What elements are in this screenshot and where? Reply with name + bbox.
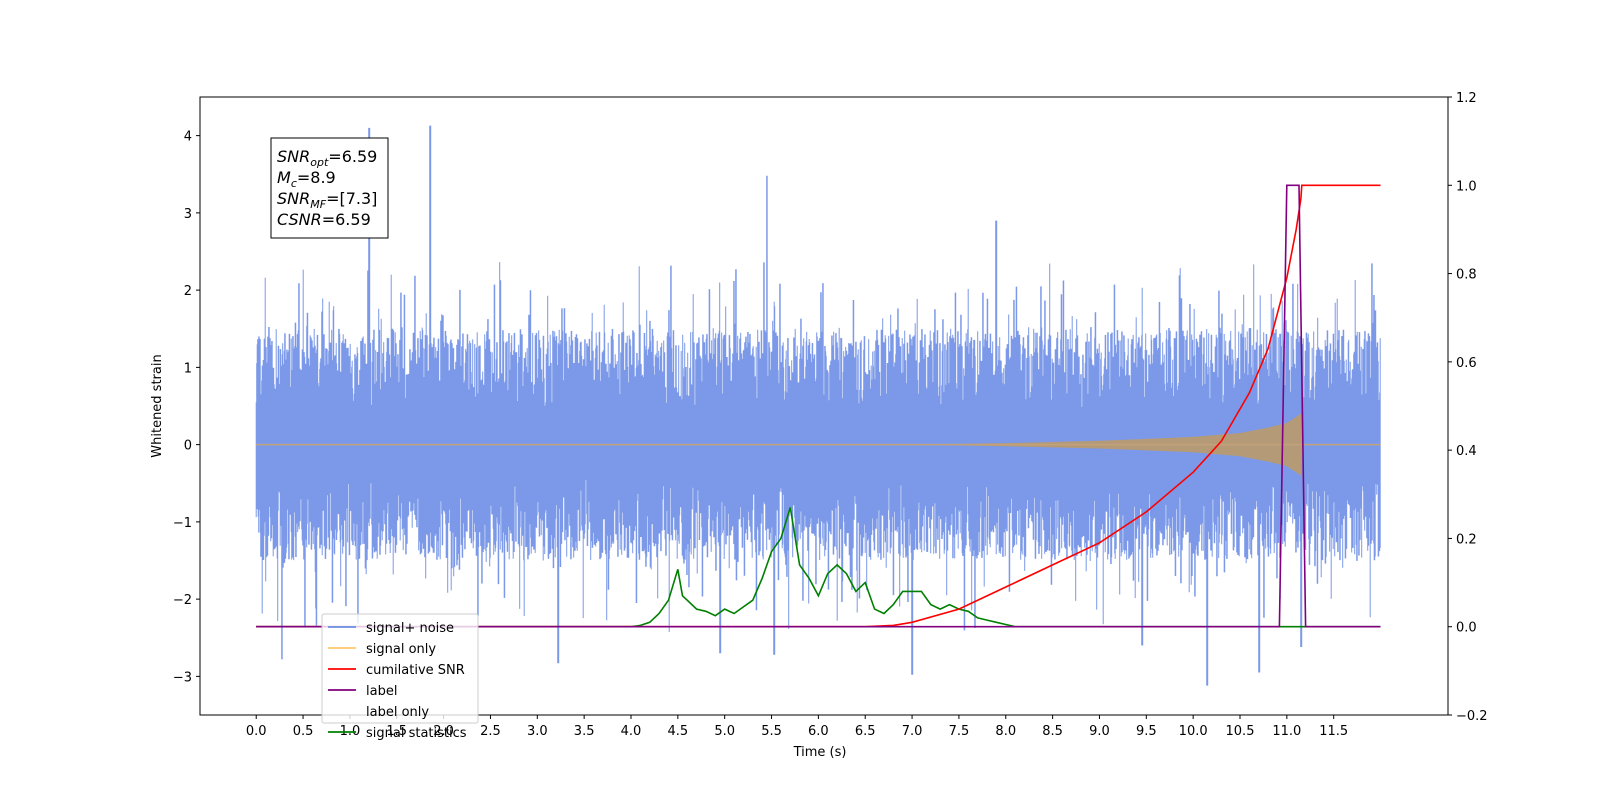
signal-noise-trace [255,125,1381,686]
x-tick-label: 2.5 [480,724,501,739]
x-axis-label: Time (s) [793,745,847,760]
y-tick-label-right: 0.4 [1456,444,1477,459]
legend-item: cumilative SNR [328,663,465,678]
x-tick-label: 5.5 [761,724,782,739]
legend-item: signal+ noise [328,621,454,636]
signal-noise-series [255,125,1381,686]
x-tick-label: 7.0 [902,724,923,739]
y-tick-label-left: −1 [173,516,192,531]
legend-label: label only [366,705,429,720]
legend: signal+ noise signal only cumilative SNR la… [321,613,479,741]
y-tick-label-right: 0.0 [1456,621,1477,636]
legend-label: signal only [366,642,436,657]
x-tick-label: 3.0 [527,724,548,739]
x-tick-label: 8.0 [995,724,1016,739]
annotation-line: Mc=8.9 [277,168,336,190]
signal-only-series [256,413,1381,476]
x-tick-label: 10.5 [1226,724,1255,739]
label-line [256,184,1381,628]
legend-item: label [328,684,397,699]
x-tick-label: 4.5 [667,724,688,739]
x-tick-label: 1.5 [386,724,407,739]
y-tick-label-right: 0.6 [1456,356,1477,371]
x-tick-label: 11.5 [1319,724,1348,739]
y-tick-label-left: −2 [173,593,192,608]
x-tick-label: 5.0 [714,724,735,739]
annotation-line: SNRMF=[7.3] [277,189,377,211]
x-tick-label: 0.0 [246,724,267,739]
x-tick-label: 4.0 [621,724,642,739]
y-tick-label-left: −3 [173,670,192,685]
annotation-line: CSNR=6.59 [277,210,371,229]
y-tick-label-left: 2 [184,284,192,299]
x-tick-label: 6.0 [808,724,829,739]
y-tick-label-right: 1.0 [1456,179,1477,194]
y-tick-label-right: 1.2 [1456,91,1477,106]
y-axis-label: Whitened strain [150,354,165,457]
x-tick-label: 8.5 [1042,724,1063,739]
x-tick-label: 9.0 [1089,724,1110,739]
y-tick-label-right: −0.2 [1456,709,1488,724]
legend-item: signal statistics [328,726,467,741]
x-tick-label: 3.5 [574,724,595,739]
legend-label: signal statistics [366,726,467,741]
x-tick-label: 10.0 [1179,724,1208,739]
x-tick-label: 11.0 [1272,724,1301,739]
plot-frame [199,96,1449,716]
legend-item: signal only [328,642,436,657]
y-tick-label-left: 4 [184,130,192,145]
annotation-line: SNRopt=6.59 [277,147,377,169]
y-tick-label-left: 1 [184,361,192,376]
x-tick-label: 9.5 [1136,724,1157,739]
y-tick-label-right: 0.2 [1456,532,1477,547]
legend-label: label [366,684,397,699]
cumulative-snr-line [256,184,1381,628]
x-tick-label: 6.5 [855,724,876,739]
y-tick-label-left: 0 [184,439,192,454]
signal-statistics-line [256,507,1381,628]
legend-label: signal+ noise [366,621,454,636]
legend-label: cumilative SNR [366,663,465,678]
legend-item: label only [366,705,429,720]
y-tick-label-left: 3 [184,207,192,222]
x-tick-label: 2.0 [433,724,454,739]
y-tick-label-right: 0.8 [1456,268,1477,283]
x-tick-label: 0.5 [293,724,314,739]
x-tick-label: 7.5 [949,724,970,739]
